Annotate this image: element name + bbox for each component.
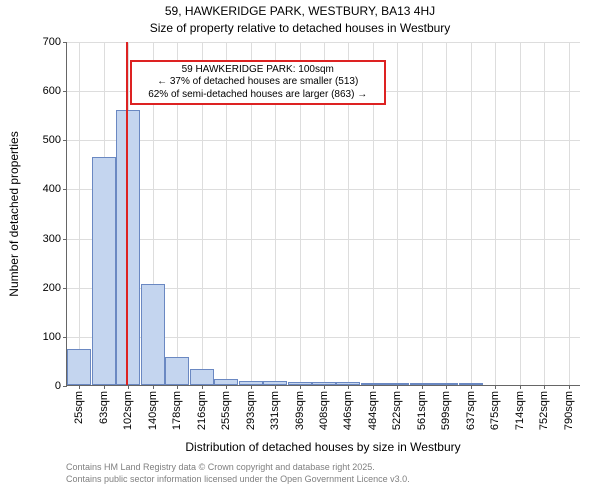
xtick-label: 408sqm [318, 385, 330, 430]
gridline-v [520, 42, 521, 385]
gridline-v [397, 42, 398, 385]
subject-marker-line [126, 42, 128, 385]
annotation-line2: ← 37% of detached houses are smaller (51… [138, 76, 378, 89]
gridline-v [544, 42, 545, 385]
chart-container: 59, HAWKERIDGE PARK, WESTBURY, BA13 4HJ … [0, 0, 600, 500]
annotation-line3: 62% of semi-detached houses are larger (… [138, 89, 378, 102]
xtick-label: 790sqm [563, 385, 575, 430]
xtick-label: 178sqm [171, 385, 183, 430]
xtick-label: 331sqm [269, 385, 281, 430]
credits-text: Contains HM Land Registry data © Crown c… [66, 462, 410, 485]
annotation-box: 59 HAWKERIDGE PARK: 100sqm← 37% of detac… [130, 60, 386, 106]
ytick-label: 400 [43, 183, 67, 195]
plot-area: 010020030040050060070025sqm63sqm102sqm14… [66, 42, 580, 386]
xtick-label: 752sqm [538, 385, 550, 430]
gridline-v [446, 42, 447, 385]
credits-line1: Contains HM Land Registry data © Crown c… [66, 462, 410, 474]
chart-title-line2: Size of property relative to detached ho… [0, 21, 600, 35]
bar [92, 157, 116, 386]
xtick-label: 140sqm [147, 385, 159, 430]
gridline-v [569, 42, 570, 385]
xtick-label: 637sqm [465, 385, 477, 430]
bar [141, 284, 165, 385]
ytick-label: 300 [43, 233, 67, 245]
ytick-label: 0 [55, 380, 67, 392]
gridline-v [495, 42, 496, 385]
bar [165, 357, 189, 385]
xtick-label: 561sqm [416, 385, 428, 430]
gridline-v [79, 42, 80, 385]
ytick-label: 100 [43, 331, 67, 343]
annotation-line1: 59 HAWKERIDGE PARK: 100sqm [138, 64, 378, 77]
xtick-label: 714sqm [514, 385, 526, 430]
xtick-label: 102sqm [122, 385, 134, 430]
x-axis-label: Distribution of detached houses by size … [66, 440, 580, 454]
xtick-label: 675sqm [489, 385, 501, 430]
xtick-label: 255sqm [220, 385, 232, 430]
xtick-label: 216sqm [196, 385, 208, 430]
xtick-label: 293sqm [245, 385, 257, 430]
ytick-label: 700 [43, 36, 67, 48]
bar [116, 110, 140, 385]
xtick-label: 446sqm [342, 385, 354, 430]
bar [190, 369, 214, 385]
xtick-label: 599sqm [440, 385, 452, 430]
xtick-label: 369sqm [294, 385, 306, 430]
ytick-label: 600 [43, 85, 67, 97]
xtick-label: 484sqm [367, 385, 379, 430]
xtick-label: 63sqm [98, 385, 110, 424]
credits-line2: Contains public sector information licen… [66, 474, 410, 486]
bar [67, 349, 91, 385]
ytick-label: 200 [43, 282, 67, 294]
ytick-label: 500 [43, 134, 67, 146]
y-axis-label: Number of detached properties [7, 131, 21, 296]
chart-title-line1: 59, HAWKERIDGE PARK, WESTBURY, BA13 4HJ [0, 4, 600, 18]
gridline-v [422, 42, 423, 385]
xtick-label: 522sqm [391, 385, 403, 430]
xtick-label: 25sqm [73, 385, 85, 424]
gridline-v [471, 42, 472, 385]
